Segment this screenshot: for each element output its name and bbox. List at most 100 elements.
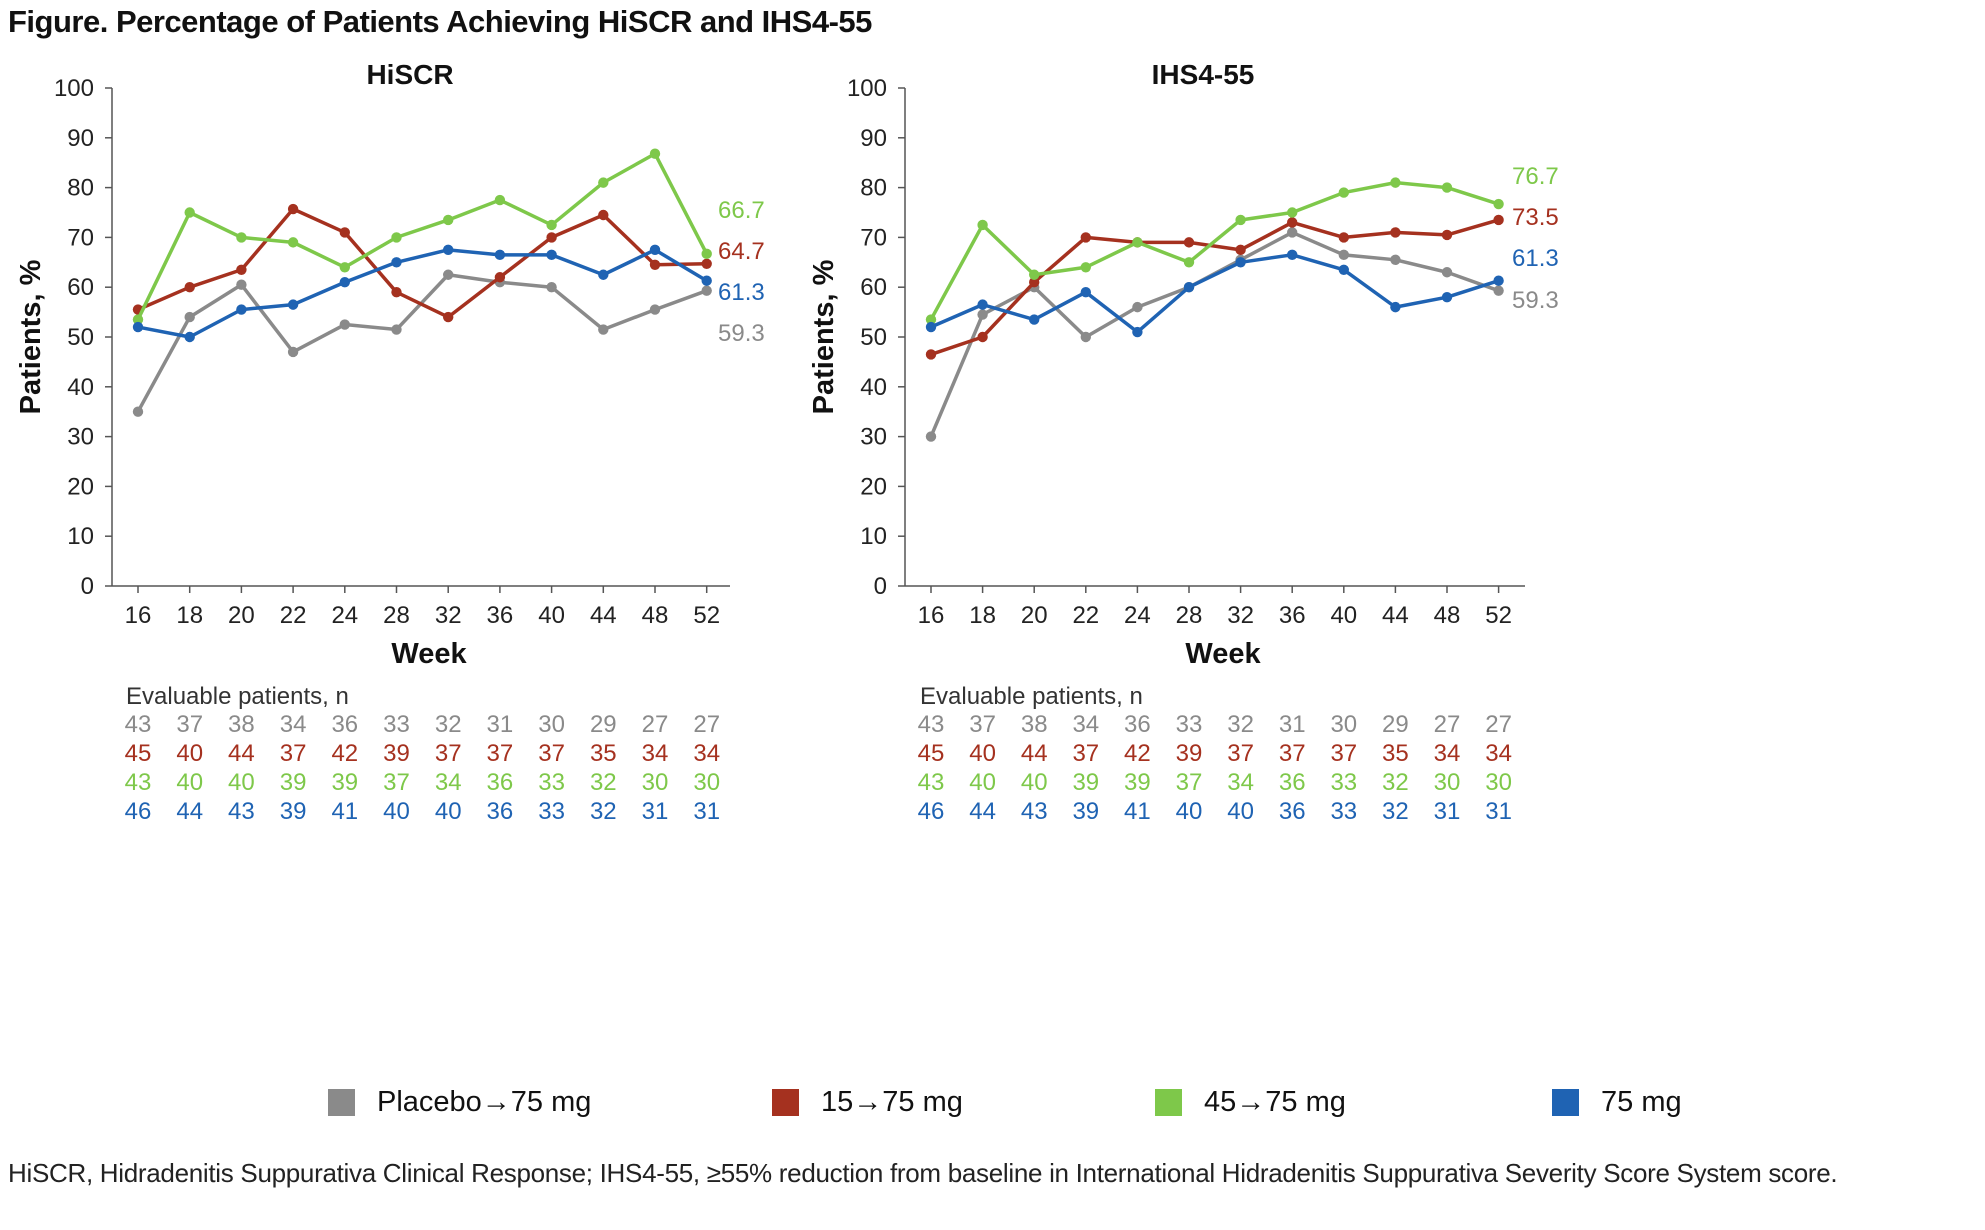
chart1-x-tick-label: 44 — [590, 602, 617, 629]
chart1-evaluable-count-placebo: 36 — [331, 711, 358, 738]
chart2-evaluable-count-75mg: 39 — [1072, 798, 1099, 825]
chart1-evaluable-count-15mg: 35 — [590, 740, 617, 767]
legend-label-15mg: 15→75 mg — [821, 1086, 963, 1118]
chart2-point-placebo — [1390, 254, 1401, 266]
chart2-y-tick-label: 60 — [860, 274, 887, 301]
chart1-y-tick-label: 30 — [67, 424, 94, 451]
chart2-evaluable-count-15mg: 44 — [1021, 740, 1048, 767]
chart1-point-placebo — [132, 406, 144, 417]
chart2-point-15mg — [1441, 229, 1453, 241]
chart1-point-15mg — [546, 232, 557, 243]
chart2-x-tick-label: 18 — [969, 602, 996, 629]
chart1-point-45mg — [132, 314, 144, 325]
chart2-evaluable-count-75mg: 40 — [1176, 798, 1203, 825]
chart1-evaluable-count-15mg: 34 — [642, 740, 669, 767]
chart2-title: IHS4-55 — [1152, 59, 1255, 90]
chart1-point-45mg — [287, 237, 299, 248]
chart1-y-tick-label: 80 — [67, 175, 94, 202]
chart1-evaluable-count-placebo: 27 — [693, 711, 720, 738]
chart1-point-15mg — [598, 209, 609, 221]
chart2-point-45mg — [1235, 214, 1246, 226]
chart1-point-45mg — [494, 194, 506, 206]
chart1-point-45mg — [649, 148, 661, 159]
chart1-x-tick-label: 36 — [487, 602, 514, 629]
chart2-point-45mg — [977, 219, 988, 231]
chart1-evaluable-count-45mg: 40 — [228, 769, 255, 796]
chart2-evaluable-count-15mg: 40 — [969, 740, 996, 767]
chart1-end-label-75mg: 61.3 — [718, 279, 765, 306]
chart1-point-15mg — [287, 203, 299, 215]
chart2-evaluable-count-placebo: 31 — [1279, 711, 1306, 738]
chart1-point-placebo — [598, 324, 609, 335]
chart2-evaluable-count-75mg: 44 — [969, 798, 996, 825]
chart2-evaluable-count-75mg: 46 — [918, 798, 945, 825]
footnote: HiSCR, Hidradenitis Suppurativa Clinical… — [8, 1158, 1838, 1188]
chart2-point-75mg — [1235, 257, 1246, 268]
chart1-x-tick-label: 24 — [331, 602, 358, 629]
chart2-evaluable-count-45mg: 33 — [1330, 769, 1357, 796]
chart1-y-axis-label: Patients, % — [15, 259, 47, 414]
chart2-x-axis-label: Week — [1185, 638, 1261, 670]
chart2-point-15mg — [925, 349, 937, 360]
chart2-x-tick-label: 52 — [1485, 602, 1512, 629]
chart2-x-tick-label: 24 — [1124, 602, 1151, 629]
chart1-x-tick-label: 16 — [125, 602, 152, 629]
chart2-evaluable-count-45mg: 30 — [1485, 769, 1512, 796]
chart2-series-line-placebo — [929, 230, 1500, 438]
chart2-series-line-15mg — [930, 218, 1500, 357]
chart1-y-tick-label: 60 — [67, 274, 94, 301]
chart2-evaluable-count-75mg: 31 — [1434, 798, 1461, 825]
chart1-series-line-45mg — [136, 151, 709, 321]
chart2-x-tick-label: 40 — [1330, 602, 1357, 629]
chart1-evaluable-count-placebo: 29 — [590, 711, 617, 738]
chart2-y-tick-label: 20 — [860, 473, 887, 500]
chart1-evaluable-count-placebo: 32 — [435, 711, 462, 738]
chart1-point-75mg — [339, 277, 350, 288]
chart1-evaluable-count-45mg: 39 — [280, 769, 307, 796]
chart2-y-axis-label: Patients, % — [808, 259, 840, 414]
chart1-point-placebo — [701, 285, 712, 296]
chart1-end-label-15mg: 64.7 — [718, 238, 765, 265]
chart2-x-tick-label: 36 — [1279, 602, 1306, 629]
chart2-y-tick-label: 30 — [860, 424, 887, 451]
chart1-x-tick-label: 18 — [176, 602, 203, 629]
chart1-evaluable-count-75mg: 40 — [383, 798, 410, 825]
chart2-x-tick-label: 20 — [1021, 602, 1048, 629]
chart2-evaluable-count-75mg: 36 — [1279, 798, 1306, 825]
chart1-evaluable-count-75mg: 44 — [176, 798, 203, 825]
chart2-evaluable-count-placebo: 43 — [918, 711, 945, 738]
chart2-end-label-75mg: 61.3 — [1512, 245, 1559, 272]
chart2-end-label-placebo: 59.3 — [1512, 287, 1559, 314]
chart1-point-75mg — [236, 304, 247, 315]
chart1-y-tick-label: 20 — [67, 473, 94, 500]
chart1-end-label-placebo: 59.3 — [718, 320, 765, 347]
chart1-point-45mg — [236, 232, 247, 243]
chart1-evaluable-count-placebo: 34 — [280, 711, 307, 738]
chart1-point-placebo — [391, 324, 402, 335]
chart1-y-tick-label: 70 — [67, 224, 94, 251]
chart1-point-75mg — [391, 257, 402, 268]
chart2-point-45mg — [1080, 262, 1092, 273]
chart2-evaluable-count-45mg: 30 — [1434, 769, 1461, 796]
chart1-evaluable-count-75mg: 31 — [642, 798, 669, 825]
chart1-point-75mg — [443, 244, 454, 256]
chart1-evaluable-count-15mg: 40 — [176, 740, 203, 767]
chart1-x-tick-label: 22 — [280, 602, 307, 629]
chart1-point-15mg — [339, 227, 350, 238]
chart2-evaluable-count-15mg: 34 — [1485, 740, 1512, 767]
chart1-evaluable-count-45mg: 30 — [642, 769, 669, 796]
chart2-evaluable-count-15mg: 37 — [1330, 740, 1357, 767]
chart1-evaluable-count-75mg: 33 — [538, 798, 565, 825]
chart1-point-placebo — [649, 304, 661, 315]
chart2-evaluable-count-15mg: 42 — [1124, 740, 1151, 767]
chart1-point-15mg — [443, 311, 454, 323]
chart2-point-45mg — [1338, 187, 1350, 198]
chart1-evaluable-count-15mg: 37 — [280, 740, 307, 767]
legend: Placebo→75 mg 15→75 mg 45→75 mg 75 mg — [0, 1086, 1985, 1126]
legend-label-placebo: Placebo→75 mg — [377, 1086, 592, 1118]
chart2-point-75mg — [977, 299, 988, 310]
chart2-point-75mg — [1080, 286, 1092, 298]
chart1-point-15mg — [391, 286, 402, 298]
chart1-evaluable-count-placebo: 30 — [538, 711, 565, 738]
